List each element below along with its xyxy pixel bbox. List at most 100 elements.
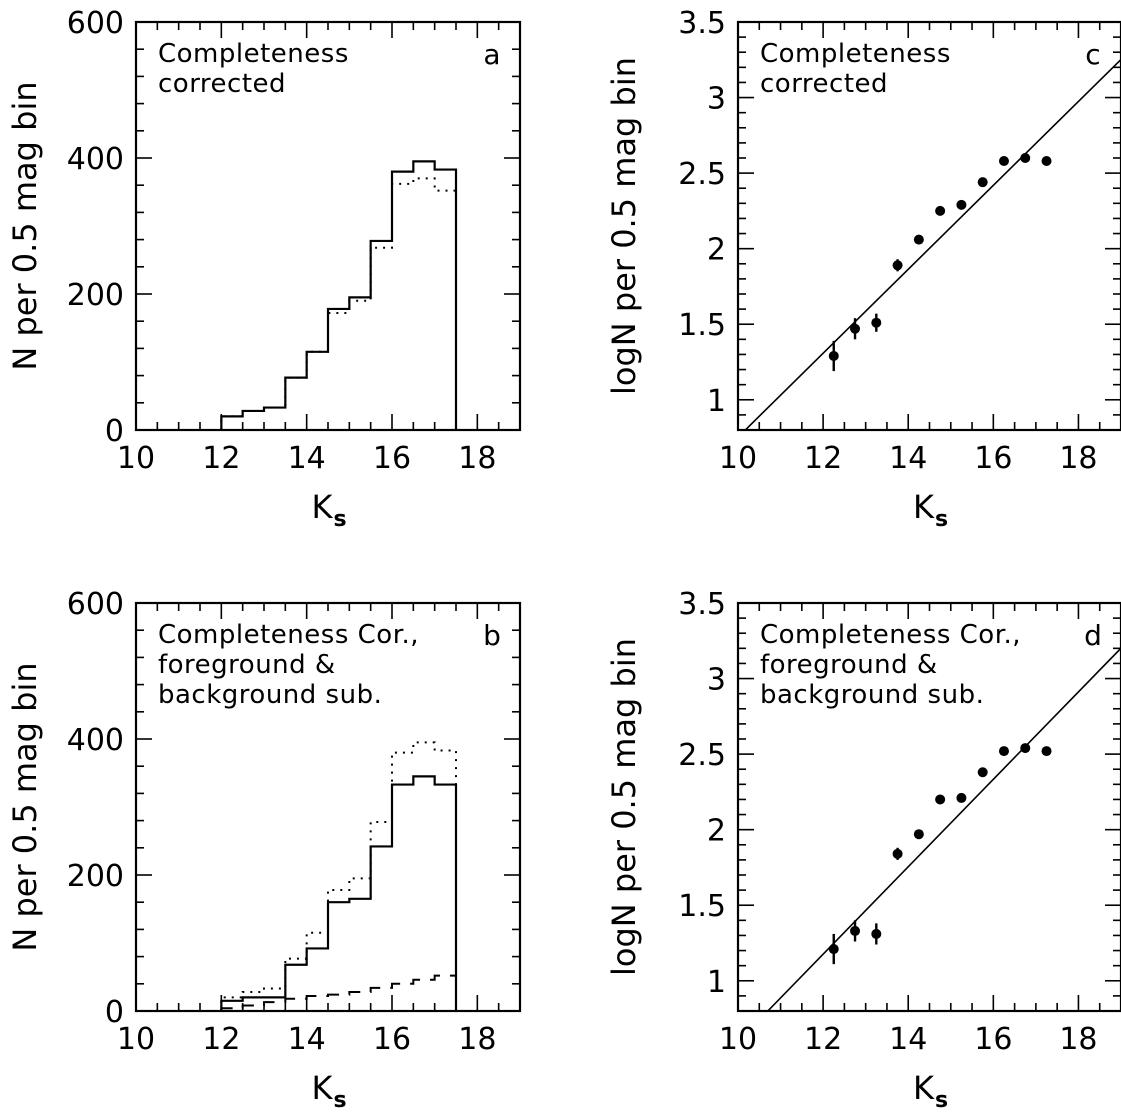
data-point [871, 317, 882, 328]
y-axis-label: logN per 0.5 mag bin [605, 638, 643, 976]
panel-annotation-line: Completeness [158, 39, 349, 69]
fit-line [767, 647, 1121, 1011]
data-point [913, 829, 924, 840]
x-tick-label: 14 [288, 441, 326, 476]
x-tick-label: 16 [373, 441, 411, 476]
data-point [913, 234, 924, 245]
y-tick-label: 2.5 [678, 738, 726, 773]
data-point [871, 928, 882, 939]
y-tick-label: 3.5 [678, 587, 726, 622]
x-tick-label: 10 [719, 441, 757, 476]
data-point [1020, 153, 1031, 163]
panel-letter: d [1084, 619, 1102, 652]
data-point [998, 746, 1009, 757]
panel-annotation-line: Completeness Cor., [760, 620, 1021, 650]
plot-data [767, 647, 1121, 1011]
data-point [850, 323, 861, 334]
y-tick-label: 2.5 [678, 157, 726, 192]
x-tick-label: 12 [804, 441, 842, 476]
annotation-backing [758, 71, 891, 99]
fit-line [744, 58, 1121, 430]
annotation-backing [758, 682, 987, 710]
data-point [828, 944, 839, 955]
x-axis-label-subscript: s [333, 1088, 346, 1112]
y-tick-label: 3 [707, 663, 726, 698]
data-point [998, 156, 1009, 167]
data-point [935, 205, 946, 216]
y-tick-label: 1.5 [678, 308, 726, 343]
panel-letter: a [483, 38, 500, 71]
annotation-backing [156, 682, 385, 710]
annotation-backing [758, 652, 940, 680]
plot-data [220, 741, 458, 1011]
panel-letter: b [483, 619, 501, 652]
y-tick-label: 3 [707, 82, 726, 117]
data-point [892, 260, 903, 271]
x-axis-label-subscript: s [935, 507, 948, 532]
data-point [977, 177, 988, 188]
x-tick-label: 10 [117, 441, 155, 476]
panel-annotation-line: corrected [760, 69, 888, 99]
y-tick-label: 200 [67, 278, 124, 313]
x-tick-label: 16 [373, 1022, 411, 1057]
data-point [977, 767, 988, 778]
data-point [956, 199, 967, 210]
data-point [935, 794, 946, 805]
panel-annotation-line: foreground & [158, 650, 336, 680]
plot-data [220, 160, 458, 430]
panel-b: 10 12 14 16 18 0 200 400 600 K s N per 0.5 mag bin C… [6, 587, 522, 1112]
y-tick-label: 2 [707, 814, 726, 849]
y-tick-label: 0 [105, 414, 124, 449]
panel-annotation-line: corrected [158, 69, 286, 99]
x-tick-label: 10 [719, 1022, 757, 1057]
x-tick-label: 18 [1059, 1022, 1097, 1057]
x-tick-label: 14 [889, 441, 927, 476]
annotation-backing [156, 71, 289, 99]
x-axis-label: K [312, 1069, 334, 1107]
x-tick-label: 16 [974, 1022, 1012, 1057]
x-tick-label: 16 [974, 441, 1012, 476]
panel-d: 10 12 14 16 18 1 1.5 2 2.5 3 3.5 K s logN per 0.5 mag… [605, 587, 1121, 1112]
y-tick-label: 1 [707, 965, 726, 1000]
x-tick-label: 14 [288, 1022, 326, 1057]
x-tick-label: 14 [889, 1022, 927, 1057]
y-tick-label: 400 [67, 723, 124, 758]
y-tick-label: 600 [67, 587, 124, 622]
x-tick-label: 18 [1059, 441, 1097, 476]
y-axis-label: N per 0.5 mag bin [6, 662, 44, 951]
x-tick-label: 18 [458, 441, 496, 476]
panel-annotation-line: background sub. [760, 680, 984, 710]
y-tick-label: 1 [707, 384, 726, 419]
data-point [1020, 743, 1031, 754]
y-tick-label: 400 [67, 142, 124, 177]
panel-annotation-line: background sub. [158, 680, 382, 710]
plot-data [744, 58, 1121, 430]
data-point [956, 792, 967, 803]
y-tick-label: 0 [105, 995, 124, 1030]
y-axis-label: N per 0.5 mag bin [6, 81, 44, 370]
panel-annotation-line: Completeness Cor., [158, 620, 419, 650]
x-axis-label-subscript: s [935, 1088, 948, 1112]
y-tick-label: 600 [67, 6, 124, 41]
panel-annotation-line: foreground & [760, 650, 938, 680]
histogram-series-dashed [220, 974, 457, 1011]
histogram-series-solid [220, 775, 458, 1011]
y-tick-label: 1.5 [678, 889, 726, 924]
panel-a: 10 12 14 16 18 0 200 400 600 K s N per 0.5 mag bin C… [6, 6, 522, 532]
data-point [1041, 746, 1052, 757]
x-tick-label: 12 [202, 441, 240, 476]
x-axis-label-subscript: s [333, 507, 346, 532]
data-point [1041, 156, 1052, 167]
x-axis-label: K [312, 488, 334, 526]
y-tick-label: 200 [67, 859, 124, 894]
x-tick-label: 12 [804, 1022, 842, 1057]
panel-c: 10 12 14 16 18 1 1.5 2 2.5 3 3.5 K s logN per 0.5 mag… [605, 6, 1121, 532]
annotation-backing [758, 41, 953, 69]
data-point [828, 350, 839, 361]
x-axis-label: K [913, 1069, 935, 1107]
y-tick-label: 2 [707, 233, 726, 268]
panel-letter: c [1085, 38, 1100, 71]
histogram-series-solid [220, 160, 458, 430]
annotation-backing [156, 622, 422, 650]
